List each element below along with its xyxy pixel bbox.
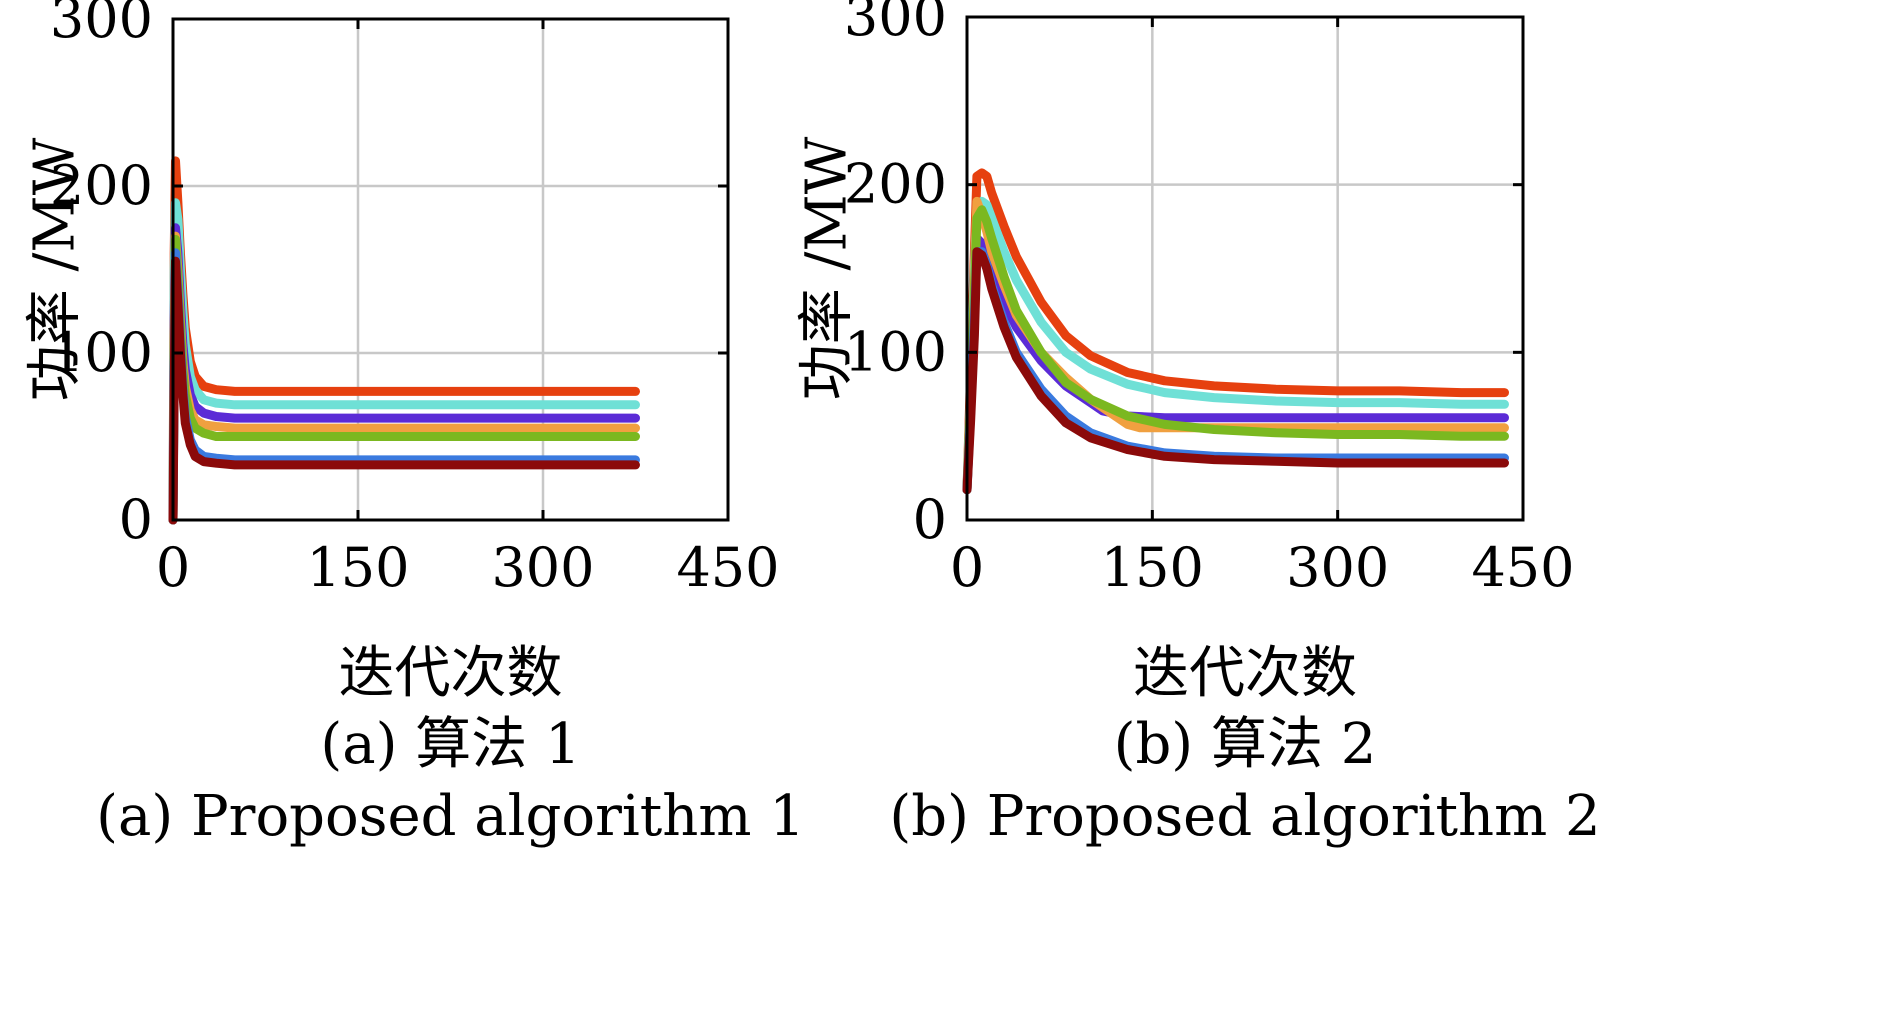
panel-a-series-line-6 (168, 248, 640, 525)
panel-b-series-line-1 (962, 168, 1509, 495)
panel-b-grid (967, 17, 1523, 520)
panel-a-series-line-3 (168, 223, 640, 525)
panel-a-ytick-label-200: 200 (50, 154, 153, 217)
panel-b-series-line-2 (962, 196, 1509, 495)
panel-b-ytick-label-0: 0 (913, 488, 947, 551)
panel-b-xtick-label-150: 150 (1101, 536, 1204, 599)
panel-b-xtick-label-300: 300 (1286, 536, 1389, 599)
panel-a-ticks: 0 150 300 450 0 100 200 300 (50, 0, 780, 599)
panel-b-ytick-label-100: 100 (844, 320, 947, 383)
panel-b-ylabel: 功率 /MW (795, 136, 860, 400)
panel-a-ytick-label-100: 100 (50, 321, 153, 384)
panel-a-series-line-7 (168, 256, 640, 525)
panel-a-xtick-label-450: 450 (676, 536, 779, 599)
panel-a-xlabel: 迭代次数 (339, 641, 563, 706)
panel-b-caption-cn: (b) 算法 2 (1114, 712, 1377, 777)
panel-b-ticks: 0 150 300 450 0 100 200 300 (844, 0, 1575, 599)
panel-a-ytick-label-300: 300 (50, 0, 153, 50)
panel-b: 0 150 300 450 0 100 200 300 功率 /MW 迭代次数 (b) 算法 … (795, 0, 1601, 849)
panel-a-series-line-2 (168, 198, 640, 525)
panel-a-caption-en: (a) Proposed algorithm 1 (96, 784, 805, 849)
panel-a: 0 150 300 450 0 100 200 300 功率 /MW 迭代次数 (a) 算法 … (23, 0, 805, 849)
panel-a-grid (173, 19, 728, 520)
panel-b-xlabel: 迭代次数 (1133, 641, 1357, 706)
panel-b-caption-en: (b) Proposed algorithm 2 (889, 784, 1600, 849)
panel-b-series-line-4 (962, 196, 1509, 495)
panel-a-ylabel: 功率 /MW (23, 137, 88, 401)
panel-a-xtick-label-0: 0 (156, 536, 190, 599)
panel-b-plot-frame (965, 15, 1525, 522)
panel-a-xtick-label-300: 300 (491, 536, 594, 599)
panel-b-ytick-label-300: 300 (844, 0, 947, 48)
panel-a-ytick-label-0: 0 (119, 488, 153, 551)
panel-a-caption-cn: (a) 算法 1 (320, 712, 580, 777)
panel-a-series-line-4 (168, 231, 640, 525)
panel-a-plot-frame (171, 17, 730, 522)
panel-b-ytick-label-200: 200 (844, 153, 947, 216)
panel-b-xtick-label-450: 450 (1471, 536, 1574, 599)
panel-b-series-line-7 (962, 247, 1509, 495)
panel-b-series-line-5 (962, 205, 1509, 495)
panel-a-series-line-5 (168, 234, 640, 525)
panel-b-series (962, 168, 1509, 495)
panel-a-xtick-label-150: 150 (306, 536, 409, 599)
panel-a-series (168, 156, 640, 525)
panel-b-xtick-label-0: 0 (950, 536, 984, 599)
